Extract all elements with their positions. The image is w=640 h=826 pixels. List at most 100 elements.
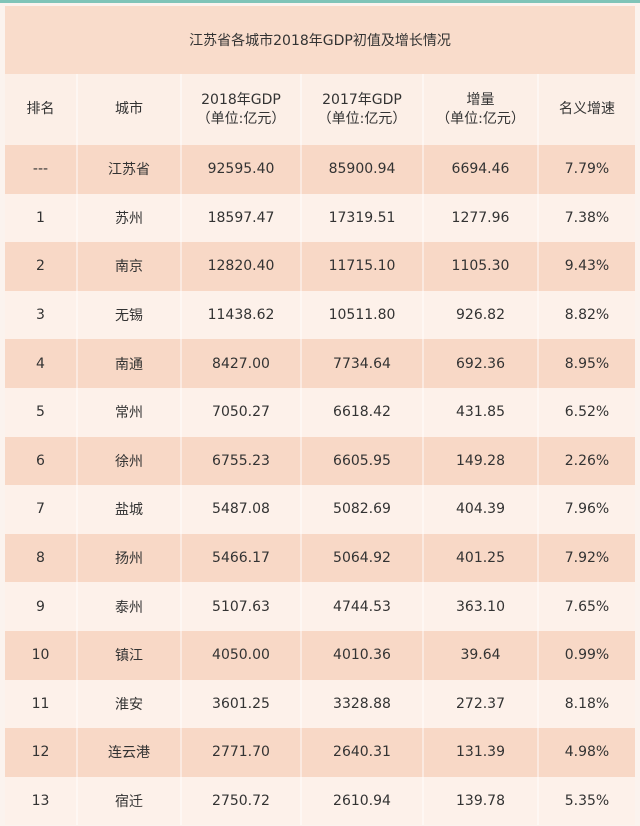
column-header-label: 2018年GDP	[201, 91, 281, 108]
cell-rank: 5	[5, 387, 78, 437]
table-row: --- 江苏省 92595.40 85900.94 6694.46 7.79%	[5, 145, 635, 194]
cell-gdp-2018: 12820.40	[182, 242, 302, 291]
column-header-growth-rate: 名义增速	[539, 74, 635, 145]
cell-increase: 139.78	[424, 776, 539, 826]
cell-growth-rate: 0.99%	[564, 647, 610, 664]
top-border	[0, 0, 640, 3]
cell-gdp-2018: 6755.23	[182, 436, 302, 486]
cell-increase: 404.39	[424, 485, 539, 534]
cell-gdp-2018: 5487.08	[182, 485, 302, 534]
cell-increase: 363.10	[424, 582, 539, 631]
cell-increase: 926.82	[424, 290, 539, 340]
cell-growth-rate: 6.52%	[564, 404, 610, 421]
column-header-label: 城市	[115, 101, 143, 117]
cell-increase: 401.25	[424, 533, 539, 583]
cell-gdp-2018: 5107.63	[182, 582, 302, 631]
table-row: 5 常州 7050.27 6618.42 431.85 6.52%	[5, 387, 635, 437]
cell-growth-rate: 8.95%	[564, 355, 610, 372]
cell-growth-rate: 2.26%	[564, 452, 610, 469]
cell-gdp-2017: 5082.69	[302, 485, 424, 534]
table-row: 8 扬州 5466.17 5064.92 401.25 7.92%	[5, 533, 635, 583]
cell-gdp-2017: 4010.36	[302, 630, 424, 680]
cell-increase: 1277.96	[424, 193, 539, 243]
table-row: 6 徐州 6755.23 6605.95 149.28 2.26%	[5, 436, 635, 486]
cell-city: 南通	[78, 339, 182, 388]
cell-rank: 7	[5, 485, 78, 534]
cell-growth-rate: 5.35%	[564, 793, 610, 810]
cell-city: 徐州	[78, 436, 182, 486]
cell-city: 南京	[78, 242, 182, 291]
cell-gdp-2017: 6618.42	[302, 387, 424, 437]
cell-increase: 39.64	[424, 630, 539, 680]
table-row: 11 淮安 3601.25 3328.88 272.37 8.18%	[5, 679, 635, 729]
cell-growth-rate: 9.43%	[564, 258, 610, 275]
cell-increase: 131.39	[424, 728, 539, 777]
cell-gdp-2017: 3328.88	[302, 679, 424, 729]
table-title: 江苏省各城市2018年GDP初值及增长情况	[5, 6, 635, 74]
cell-growth-rate: 4.98%	[564, 744, 610, 761]
cell-gdp-2017: 11715.10	[302, 242, 424, 291]
cell-city: 宿迁	[78, 776, 182, 826]
cell-city: 盐城	[78, 485, 182, 534]
cell-gdp-2017: 2610.94	[302, 776, 424, 826]
cell-rank: 2	[5, 242, 78, 291]
cell-rank: 12	[5, 728, 78, 777]
cell-city: 镇江	[78, 630, 182, 680]
cell-gdp-2018: 18597.47	[182, 193, 302, 243]
cell-rank: 8	[5, 533, 78, 583]
column-header-label: 名义增速	[559, 101, 615, 117]
table-row: 10 镇江 4050.00 4010.36 39.64 0.99%	[5, 630, 635, 680]
cell-increase: 149.28	[424, 436, 539, 486]
cell-city: 连云港	[78, 728, 182, 777]
column-header-unit: （单位:亿元）	[317, 110, 407, 127]
column-header-label: 排名	[26, 101, 55, 117]
cell-rank: 13	[5, 776, 78, 826]
column-header-gdp-2017: 2017年GDP （单位:亿元）	[302, 74, 424, 145]
cell-gdp-2017: 10511.80	[302, 290, 424, 340]
table-row: 2 南京 12820.40 11715.10 1105.30 9.43%	[5, 242, 635, 291]
cell-gdp-2018: 4050.00	[182, 630, 302, 680]
cell-growth-rate: 7.65%	[564, 598, 610, 615]
column-header-unit: （单位:亿元）	[436, 110, 525, 127]
cell-growth-rate: 7.96%	[564, 501, 610, 518]
cell-increase: 1105.30	[424, 242, 539, 291]
cell-gdp-2017: 17319.51	[302, 193, 424, 243]
cell-gdp-2017: 4744.53	[302, 582, 424, 631]
cell-city: 无锡	[78, 290, 182, 340]
table-row: 7 盐城 5487.08 5082.69 404.39 7.96%	[5, 485, 635, 534]
cell-growth-rate: 7.38%	[564, 209, 610, 226]
cell-growth-rate: 7.92%	[564, 550, 610, 567]
cell-gdp-2018: 2771.70	[182, 728, 302, 777]
cell-gdp-2018: 3601.25	[182, 679, 302, 729]
column-header-rank: 排名	[5, 74, 78, 145]
column-header-label: 增量	[466, 91, 495, 108]
cell-rank: 6	[5, 436, 78, 486]
cell-gdp-2017: 7734.64	[302, 339, 424, 388]
cell-increase: 692.36	[424, 339, 539, 388]
table-row: 13 宿迁 2750.72 2610.94 139.78 5.35%	[5, 776, 635, 826]
cell-increase: 431.85	[424, 387, 539, 437]
cell-city: 扬州	[78, 533, 182, 583]
cell-city: 江苏省	[78, 145, 182, 194]
cell-gdp-2018: 8427.00	[182, 339, 302, 388]
table-row: 1 苏州 18597.47 17319.51 1277.96 7.38%	[5, 193, 635, 243]
table-row: 9 泰州 5107.63 4744.53 363.10 7.65%	[5, 582, 635, 631]
cell-city: 泰州	[78, 582, 182, 631]
column-header-gdp-2018: 2018年GDP （单位:亿元）	[182, 74, 302, 145]
cell-growth-rate: 8.82%	[564, 307, 610, 324]
gdp-table-container: 江苏省各城市2018年GDP初值及增长情况 排名 城市 2018年GDP （单位:亿元…	[5, 6, 635, 826]
cell-gdp-2017: 6605.95	[302, 436, 424, 486]
cell-rank: 4	[5, 339, 78, 388]
cell-growth-rate: 7.79%	[564, 161, 610, 178]
table-row: 3 无锡 11438.62 10511.80 926.82 8.82%	[5, 290, 635, 340]
table-row: 12 连云港 2771.70 2640.31 131.39 4.98%	[5, 728, 635, 777]
cell-increase: 272.37	[424, 679, 539, 729]
gdp-table: 排名 城市 2018年GDP （单位:亿元） 2017年GDP （单位:亿元） 增量 （单位:…	[5, 74, 635, 826]
cell-gdp-2017: 85900.94	[302, 145, 424, 194]
cell-rank: 1	[5, 193, 78, 243]
cell-rank: 11	[5, 679, 78, 729]
cell-gdp-2017: 5064.92	[302, 533, 424, 583]
cell-gdp-2017: 2640.31	[302, 728, 424, 777]
cell-gdp-2018: 11438.62	[182, 290, 302, 340]
cell-city: 苏州	[78, 193, 182, 243]
